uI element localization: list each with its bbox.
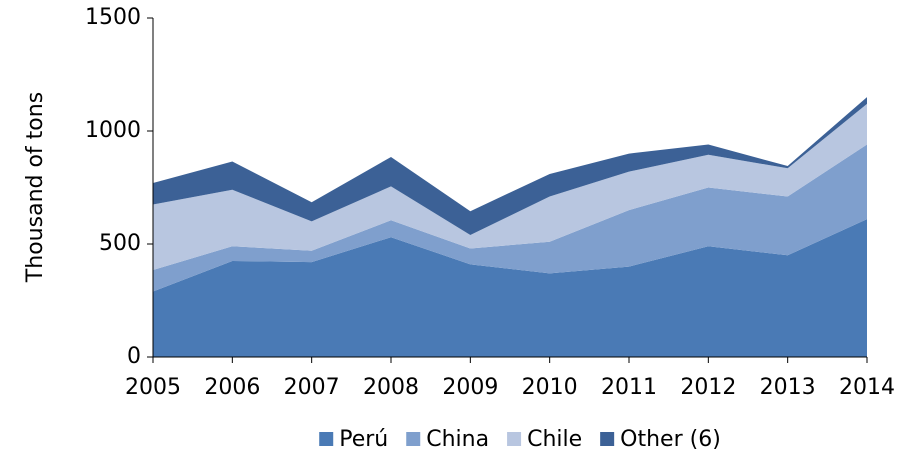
y-tick-label: 0 xyxy=(127,344,141,369)
area xyxy=(153,103,867,270)
legend-swatch xyxy=(600,432,615,446)
x-tick-label: 2013 xyxy=(760,375,816,400)
y-tick-label: 1000 xyxy=(85,118,141,143)
area xyxy=(153,144,867,292)
x-tick-label: 2012 xyxy=(680,375,736,400)
area xyxy=(153,219,867,357)
legend-label: Chile xyxy=(527,427,582,452)
legend-swatch xyxy=(507,432,522,446)
legend-label: China xyxy=(426,427,489,452)
x-tick-label: 2009 xyxy=(442,375,498,400)
legend-swatch xyxy=(406,432,421,446)
x-tick-label: 2011 xyxy=(601,375,657,400)
legend-label: Perú xyxy=(339,427,388,452)
x-tick-label: 2007 xyxy=(284,375,340,400)
y-tick-label: 1500 xyxy=(85,5,141,30)
area xyxy=(153,97,867,235)
x-tick-label: 2008 xyxy=(363,375,419,400)
x-tick-label: 2014 xyxy=(839,375,895,400)
x-tick-label: 2010 xyxy=(522,375,578,400)
x-tick-label: 2006 xyxy=(204,375,260,400)
y-axis-title: Thousand of tons xyxy=(23,92,48,283)
legend-swatch xyxy=(319,432,334,446)
x-tick-label: 2005 xyxy=(125,375,181,400)
y-tick-label: 500 xyxy=(99,231,141,256)
legend-label: Other (6) xyxy=(620,427,721,452)
